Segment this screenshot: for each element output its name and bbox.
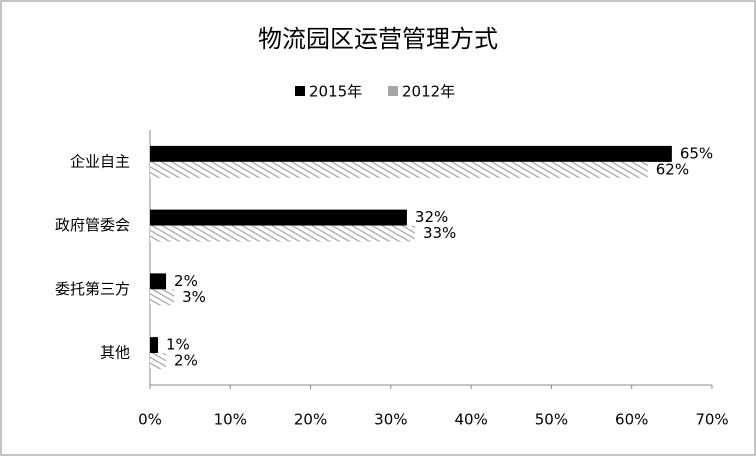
x-tick-label: 20%: [294, 411, 327, 429]
value-label: 32%: [415, 208, 448, 226]
y-tick-label: 政府管委会: [55, 216, 130, 234]
bar: [150, 289, 175, 306]
x-tick-label: 40%: [454, 411, 487, 429]
legend-swatch: [295, 86, 305, 96]
value-label: 62%: [656, 160, 689, 178]
bar: [150, 337, 159, 354]
x-tick-label: 60%: [615, 411, 648, 429]
x-tick-label: 0%: [138, 411, 162, 429]
x-tick-label: 10%: [214, 411, 247, 429]
bar: [150, 273, 167, 290]
y-tick-label: 其他: [100, 344, 130, 362]
y-tick-label: 委托第三方: [55, 280, 130, 298]
value-label: 2%: [174, 352, 198, 370]
value-label: 2%: [174, 272, 198, 290]
value-label: 33%: [423, 224, 456, 242]
bar: [150, 353, 167, 370]
value-label: 1%: [166, 336, 190, 354]
x-tick-label: 30%: [374, 411, 407, 429]
bar: [150, 145, 672, 162]
legend-label: 2015年: [309, 83, 362, 101]
bar: [150, 161, 648, 178]
x-tick-label: 70%: [695, 411, 728, 429]
y-tick-label: 企业自主: [70, 152, 130, 170]
bar: [150, 225, 415, 242]
chart-title: 物流园区运营管理方式: [258, 25, 498, 53]
x-tick-label: 50%: [535, 411, 568, 429]
legend-swatch: [388, 86, 398, 96]
value-label: 3%: [182, 288, 206, 306]
bar: [150, 209, 407, 226]
value-label: 65%: [680, 144, 713, 162]
legend-label: 2012年: [402, 83, 455, 101]
